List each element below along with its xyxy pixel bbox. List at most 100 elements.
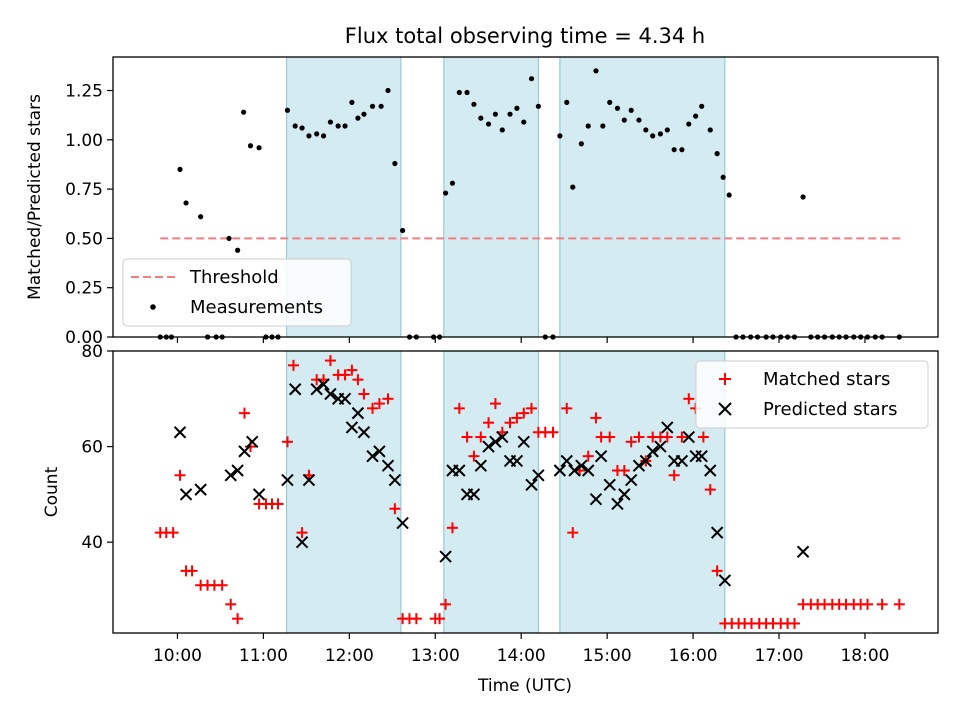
top-panel: 0.00 0.25 0.50 0.75 1.00 1.25 Matched/Predict…	[25, 56, 939, 348]
matched-star-point	[625, 436, 637, 448]
matched-star-point	[511, 412, 523, 424]
matched-star-point	[339, 369, 351, 381]
matched-star-point	[547, 426, 559, 438]
matched-star-point	[567, 527, 579, 539]
measurement-point	[306, 133, 312, 139]
matched-star-point	[352, 374, 364, 386]
top-ytick-label: 1.00	[65, 131, 103, 151]
measurement-point	[578, 141, 584, 147]
top-span-1	[443, 56, 539, 338]
top-ytick-label: 0.75	[65, 180, 103, 200]
predicted-star-point	[611, 497, 624, 511]
predicted-star-point	[252, 488, 266, 501]
measurement-point	[664, 127, 670, 133]
measurement-point	[557, 133, 563, 139]
measurement-point	[327, 119, 334, 125]
xtick-label: 11:00	[239, 646, 288, 666]
legend-matched-label: Matched stars	[763, 369, 890, 390]
measurement-point	[507, 111, 513, 117]
legend-measurements-swatch	[150, 304, 156, 310]
measurement-point	[478, 115, 484, 121]
measurement-point	[636, 117, 642, 123]
matched-star-point	[526, 402, 538, 414]
matched-star-point	[604, 431, 616, 443]
measurement-point	[800, 194, 806, 200]
predicted-star-point	[603, 478, 616, 492]
predicted-star-point	[388, 473, 402, 487]
measurement-point	[521, 119, 527, 125]
measurement-point	[400, 227, 406, 234]
matched-star-point	[633, 431, 645, 443]
bottom-plot-frame	[112, 350, 939, 634]
measurement-point	[528, 76, 535, 82]
measurement-point	[600, 123, 606, 129]
predicted-star-point	[654, 440, 667, 453]
matched-star-point	[862, 598, 874, 610]
predicted-star-point	[439, 550, 452, 563]
measurement-point	[699, 103, 705, 109]
matched-star-point	[373, 398, 385, 410]
measurement-point	[335, 123, 341, 129]
predicted-star-point	[231, 464, 244, 477]
matched-star-point	[216, 579, 228, 591]
measurement-point	[342, 123, 348, 129]
top-legend: Threshold Measurements	[122, 258, 352, 327]
predicted-star-point	[366, 449, 379, 463]
measurement-point	[241, 109, 247, 115]
matched-star-point	[440, 598, 452, 610]
measurement-point	[442, 190, 449, 196]
measurement-point	[492, 111, 499, 117]
measurement-point	[621, 117, 627, 123]
predicted-star-point	[357, 426, 371, 439]
predicted-star-point	[310, 383, 323, 396]
predicted-star-point	[482, 440, 495, 453]
predicted-star-point	[373, 445, 386, 458]
predicted-star-point	[173, 426, 187, 439]
measurement-point	[535, 103, 541, 109]
matched-star-point	[668, 469, 680, 481]
matched-star-point	[876, 598, 888, 610]
predicted-star-point	[661, 421, 674, 434]
matched-star-point	[618, 464, 630, 476]
bottom-span-0	[286, 350, 402, 634]
predicted-star-point	[489, 435, 502, 449]
measurement-point	[256, 145, 262, 151]
matched-star-point	[367, 402, 379, 414]
measurement-point	[392, 160, 398, 167]
matched-star-point	[697, 431, 709, 443]
predicted-star-point	[396, 516, 409, 530]
bottom-legend: Matched stars Predicted stars	[695, 360, 929, 429]
bottom-x-ticks: 10:00 11:00 12:00 13:00 14:00 15:00 16:00 17:00…	[153, 633, 889, 666]
measurement-point	[292, 123, 298, 129]
measurement-point	[183, 200, 189, 206]
predicted-star-point	[345, 421, 359, 434]
matched-star-point	[661, 431, 673, 443]
matched-star-markers	[154, 355, 905, 629]
bottom-legend-box	[695, 360, 929, 429]
matched-star-point	[324, 355, 336, 367]
top-y-ticks: 0.00 0.25 0.50 0.75 1.00 1.25	[65, 82, 113, 348]
measurement-point	[607, 99, 613, 105]
matched-star-point	[225, 598, 237, 610]
measurement-point	[235, 247, 241, 253]
predicted-star-point	[317, 378, 330, 391]
bottom-y-ticks: 40 60 80	[81, 342, 113, 553]
measurement-point	[361, 111, 367, 117]
top-plot-frame	[112, 56, 939, 338]
measurement-point	[714, 151, 720, 157]
predicted-star-point	[796, 545, 810, 558]
measurement-point	[628, 107, 634, 113]
predicted-star-point	[338, 392, 352, 406]
top-ytick-label: 0.00	[65, 328, 103, 348]
measurement-point	[614, 105, 621, 111]
matched-star-point	[518, 407, 530, 419]
predicted-star-point	[553, 464, 567, 477]
measurement-point	[650, 133, 656, 139]
matched-star-point	[186, 565, 198, 577]
measurement-point	[369, 103, 376, 109]
predicted-star-point	[594, 449, 608, 463]
predicted-star-point	[381, 459, 395, 472]
predicted-star-point	[224, 469, 237, 482]
matched-star-point	[389, 503, 401, 515]
